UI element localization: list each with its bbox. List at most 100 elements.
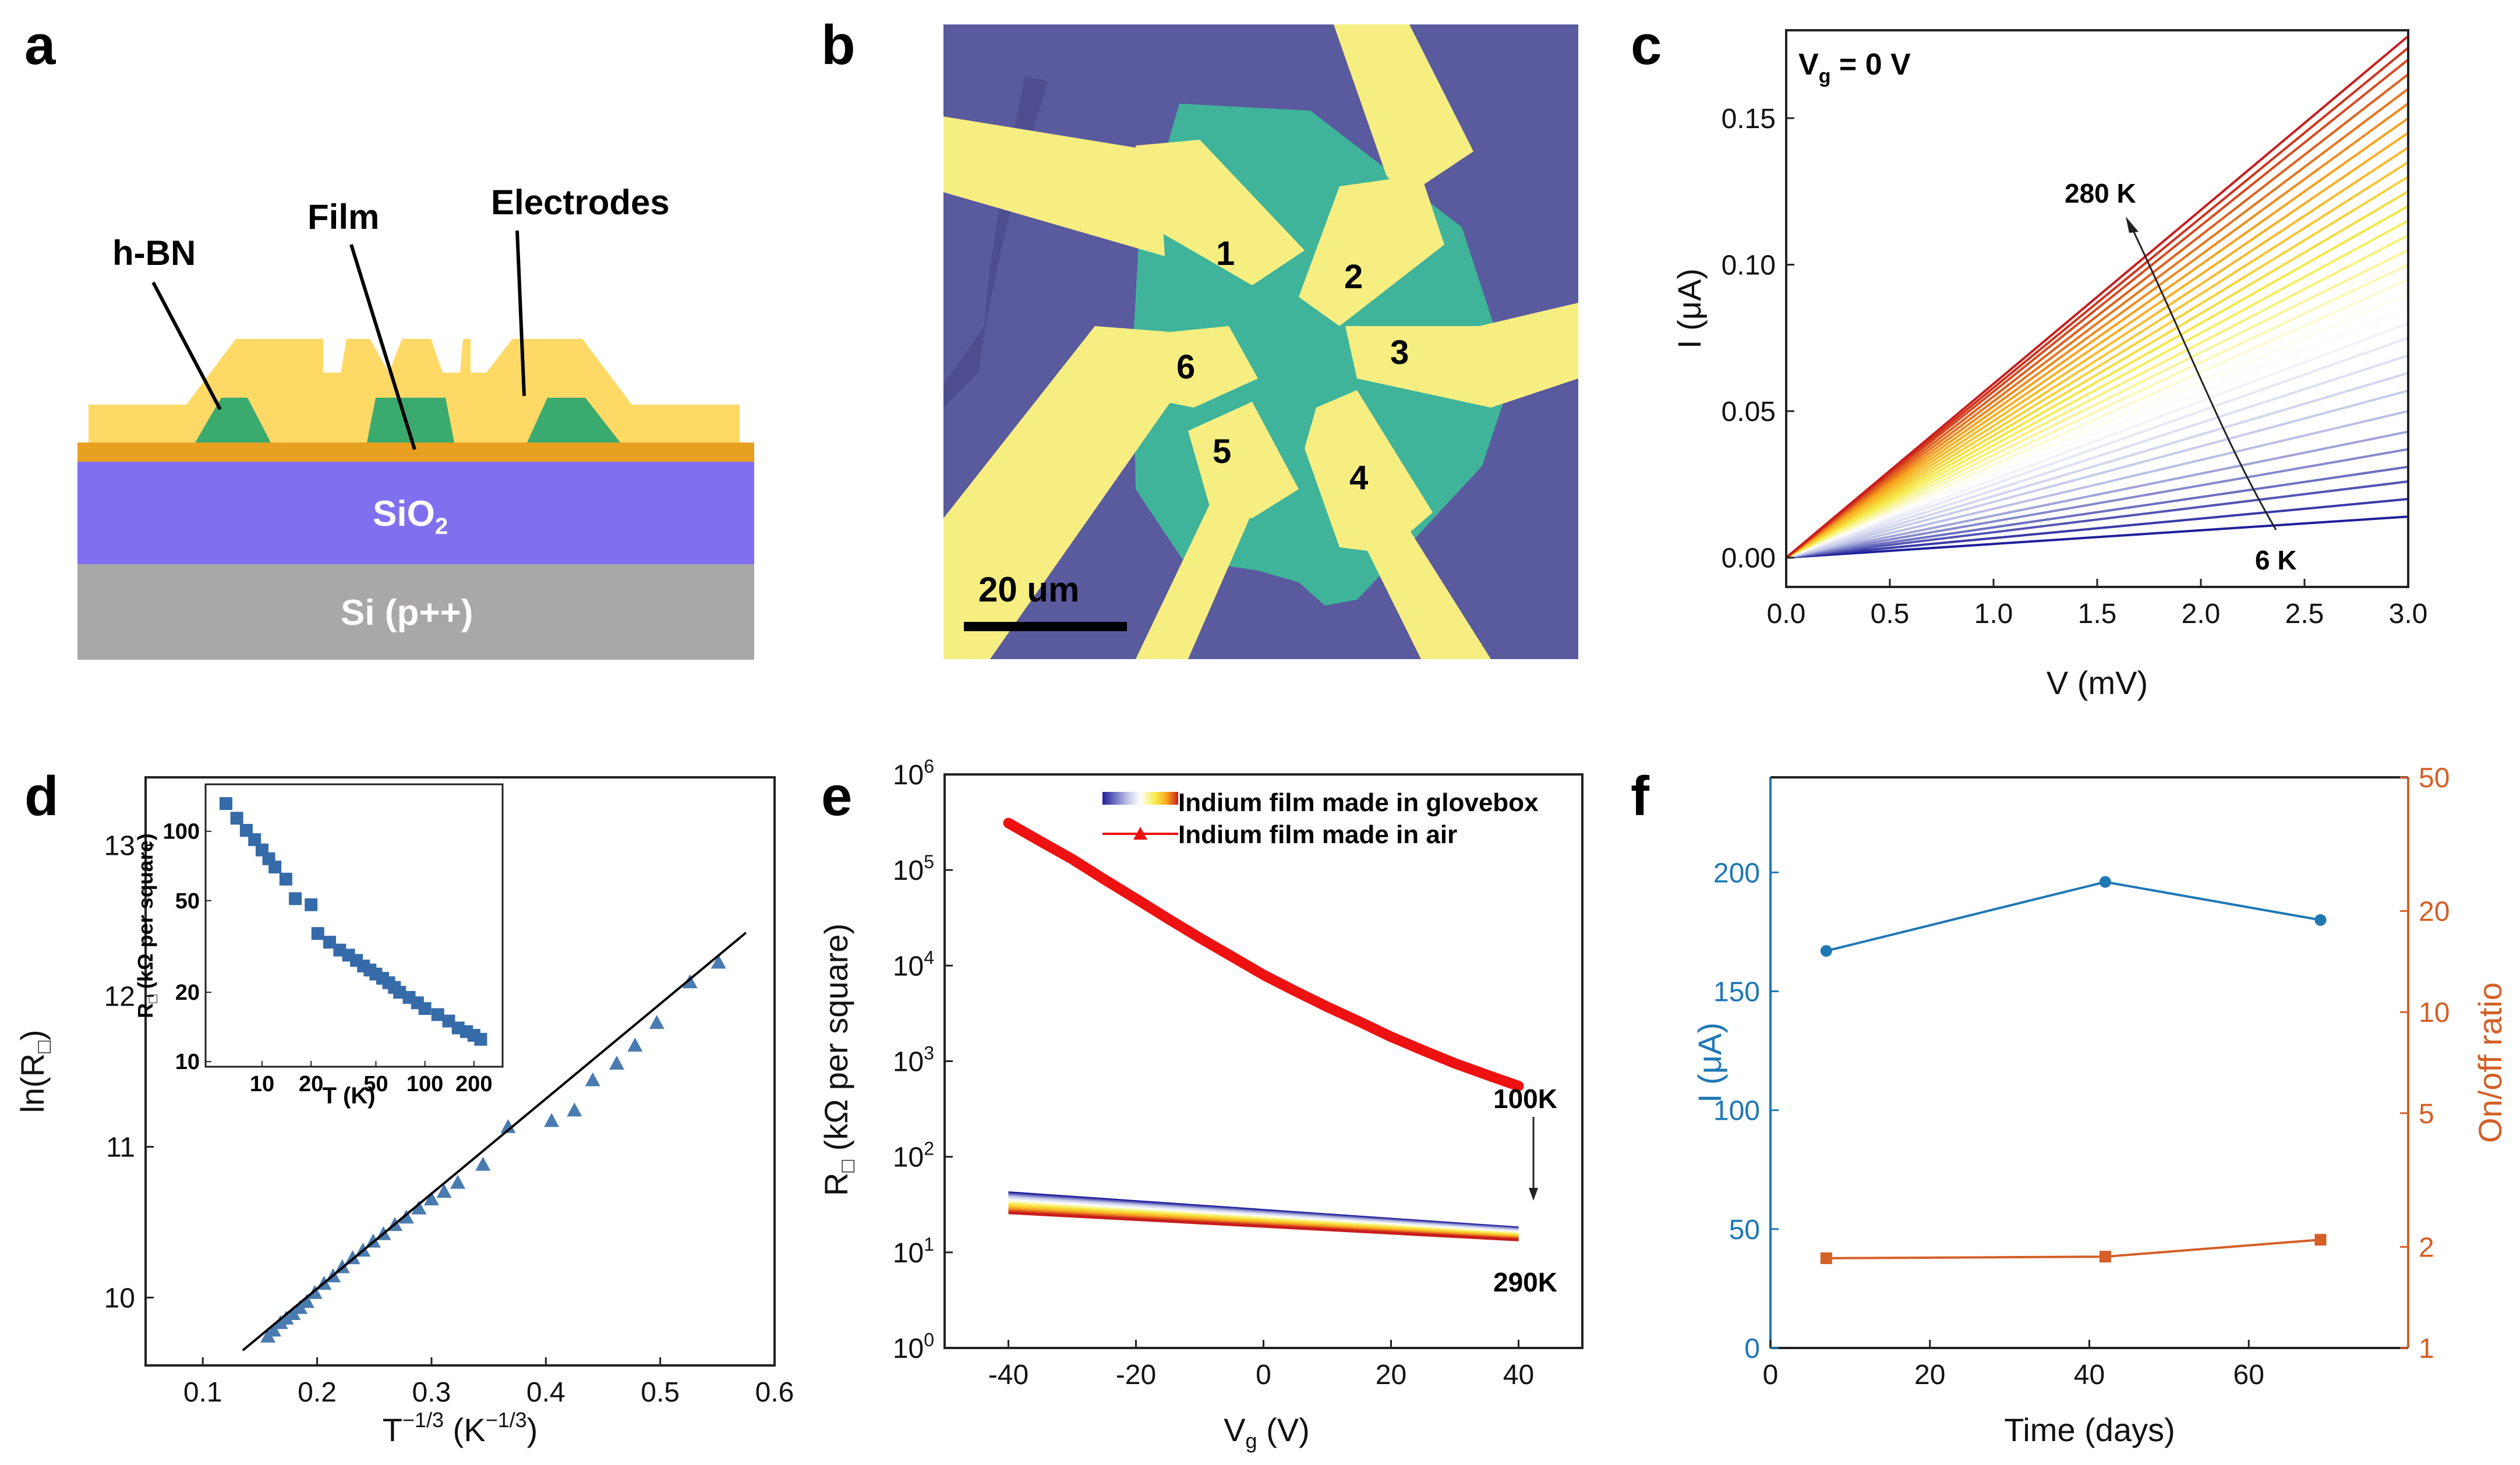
y-tick-label: 100 [893,1329,934,1364]
legend-label-air: Indium film made in air [1178,820,1457,849]
x-tick-label: 0.6 [755,1377,794,1408]
x-tick-label: 20 [1914,1360,1945,1390]
inset-y-tick-label: 10 [175,1050,200,1074]
data-point [682,974,698,989]
electrode-label-4: 4 [1349,459,1368,497]
right-y-axis-label: On/off ratio [2472,982,2508,1143]
electrode-label-6: 6 [1176,348,1195,386]
panel-label-e: e [821,765,852,827]
electrode-6-pad [1165,326,1258,408]
iv-series-line [1786,73,2408,559]
iv-series-line [1786,515,2408,559]
electrodes-label: Electrodes [491,183,670,222]
data-point [398,1209,414,1224]
iv-series-line [1786,102,2408,559]
film-label: Film [308,197,379,236]
vg-annotation: Vg = 0 V [1798,48,1911,87]
electrode-5-pad [1188,402,1299,518]
inset-data-point [323,936,337,949]
y-tick-label: 0.00 [1722,543,1776,574]
panel-label-d: d [24,765,59,827]
inset-data-point [305,898,318,911]
x-tick-label: 1.5 [2078,599,2117,629]
annotation-100k: 100K [1493,1084,1557,1114]
iv-series-line [1786,146,2408,559]
electrode-1-pad [1136,140,1305,285]
y-axis-label: ln(R□) [14,1029,55,1113]
left-y-tick-label: 150 [1713,977,1760,1008]
y-tick-label: 11 [106,1132,135,1163]
x-tick-label: 2.5 [2285,599,2324,629]
y-tick-label: 102 [893,1138,934,1173]
iv-series-line [1786,205,2408,559]
inset-x-tick-label: 50 [363,1072,388,1096]
scale-bar [964,622,1127,631]
legend-label-glovebox: Indium film made in glovebox [1178,788,1539,817]
iv-series-line [1786,263,2408,559]
onoff-data-point [2314,1234,2327,1246]
iv-series-line [1786,175,2408,559]
data-point [423,1191,439,1206]
right-y-tick-label: 2 [2419,1232,2434,1263]
x-axis-label: Vg (V) [1224,1411,1310,1453]
iv-curves-chart: 0.0 0.5 1.0 1.5 2.0 2.5 3.0 0.00 0.05 0.10 0.15 Vg… [1671,29,2427,701]
iv-series-line [1786,234,2408,559]
R-vs-Vg-chart: -40 -20 0 20 40 100 101 102 103 104 105 106 Indium … [818,756,1584,1453]
data-point [266,1322,281,1337]
inset-data-point [418,1002,432,1015]
si-label: Si (p++) [341,593,473,633]
right-y-tick-label: 20 [2419,897,2450,928]
iv-series-line [1786,322,2408,559]
hbn-left [195,398,271,443]
electrode-3 [1345,303,1578,408]
sio2-layer [77,462,754,564]
inset-y-tick-label: 50 [175,889,200,914]
data-point [500,1119,516,1133]
x-tick-label: -20 [1116,1360,1156,1390]
x-tick-label: 0 [1256,1360,1271,1390]
current-series-line [1826,880,2321,953]
temperature-arrowhead [2126,217,2139,233]
data-point [299,1294,314,1308]
iv-series-line [1786,430,2408,559]
device-schematic: h-BN Film Electrodes SiO2 Si (p++) [77,183,754,660]
hbn-pointer [151,281,222,411]
left-y-axis-label: I (μA) [1691,1022,1728,1103]
x-tick-label: 60 [2233,1360,2264,1390]
hbn-center [367,398,454,443]
inset-x-label: T (K) [322,1083,375,1109]
temperature-arrow [2130,227,2277,530]
axis-ticks: 0.1 0.2 0.3 0.4 0.5 0.6 10 11 12 13 [104,831,794,1408]
electrodes-pointer [515,230,526,397]
inset-data-point [279,872,292,886]
current-data-point [1820,945,1832,957]
y-tick-label: 0.10 [1722,250,1776,281]
x-tick-label: 0.4 [526,1377,566,1408]
iv-series-line [1786,132,2408,559]
iv-series-group [1786,35,2408,559]
panel-label-a: a [24,14,56,76]
data-point [567,1102,582,1117]
inset-frame [204,783,504,1068]
onoff-data-point [1820,1252,1832,1264]
electrode-2-pad [1299,175,1444,326]
x-tick-label: 40 [1503,1360,1534,1390]
data-point [411,1200,427,1215]
right-y-tick-label: 50 [2419,763,2450,794]
temperature-arrowhead-e [1529,1188,1538,1201]
inset-x-tick-label: 20 [299,1072,323,1096]
current-data-point [2099,876,2111,888]
iv-series-line [1786,307,2408,559]
y-tick-label: 106 [893,756,934,791]
electrode-2-lead [1334,24,1473,198]
data-point [627,1037,643,1052]
annotation-6k: 6 K [2255,545,2297,575]
panel-label-b: b [821,14,856,76]
inset-data-point [230,812,243,825]
inset-data-point [431,1008,444,1021]
right-y-tick-label: 10 [2419,997,2450,1028]
data-point [585,1072,600,1087]
inset-data-point [474,1032,487,1046]
x-tick-label: 0.5 [641,1377,680,1408]
